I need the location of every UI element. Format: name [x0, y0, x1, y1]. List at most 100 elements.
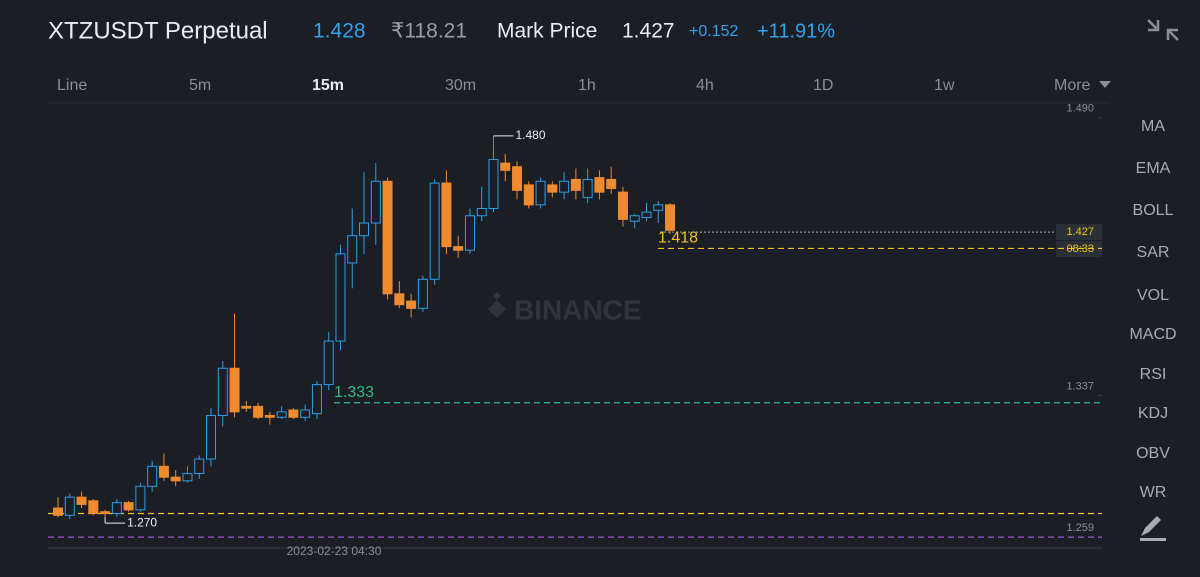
interval-tab[interactable]: More: [1054, 77, 1091, 94]
candle-body: [394, 293, 405, 306]
candle-body: [559, 180, 570, 193]
candle-body: [53, 507, 63, 516]
interval-tab[interactable]: 5m: [189, 77, 211, 94]
change: +0.152: [689, 23, 738, 40]
candle-body: [347, 235, 358, 264]
y-tick-label: 1.259: [1066, 522, 1094, 534]
low-marker-label: 1.270: [127, 515, 157, 529]
time-label: 2023-02-23 04:30: [287, 544, 382, 558]
candle-body: [135, 485, 146, 511]
interval-tab[interactable]: 1D: [813, 77, 833, 94]
candle-body: [206, 414, 217, 460]
draw-tool-icon[interactable]: [1140, 516, 1166, 541]
candle-body: [582, 178, 593, 199]
candle-body: [147, 465, 158, 487]
local-price: ₹118.21: [391, 20, 467, 43]
collapse-icon[interactable]: [1147, 19, 1179, 41]
timer-box: [1056, 241, 1102, 258]
candle-body: [629, 215, 640, 222]
candle-body: [476, 207, 487, 217]
indicator[interactable]: MA: [1141, 118, 1165, 135]
candle-body: [665, 204, 676, 231]
indicator[interactable]: MACD: [1129, 326, 1176, 343]
high-marker-label: 1.480: [515, 128, 545, 142]
price-box-label: 1.427: [1066, 226, 1094, 238]
candle-body: [88, 500, 99, 515]
candle-body: [335, 253, 346, 342]
candle-body: [182, 473, 193, 482]
candle-body: [382, 180, 393, 295]
chart: 1.4901.3371.2591.42708:331.4181.3331.480…: [48, 103, 1102, 558]
indicator[interactable]: RSI: [1140, 366, 1167, 383]
indicator[interactable]: EMA: [1136, 160, 1171, 177]
candle-body: [370, 180, 381, 224]
watermark: BINANCE: [488, 292, 642, 325]
candle-body: [594, 177, 605, 193]
dropdown-arrow[interactable]: [1099, 81, 1111, 88]
candle-body: [606, 178, 617, 190]
candle-body: [123, 502, 134, 511]
mark-label: Mark Price: [497, 20, 597, 43]
watermark-text: BINANCE: [514, 294, 642, 325]
candle-body: [429, 182, 440, 280]
price-line-label: 1.333: [334, 384, 374, 401]
indicator[interactable]: KDJ: [1138, 405, 1168, 422]
candle-body: [547, 184, 558, 193]
candle-body: [512, 166, 523, 191]
interval-tab[interactable]: 30m: [445, 77, 476, 94]
indicator[interactable]: WR: [1140, 484, 1167, 501]
candle-body: [64, 496, 75, 516]
candle-body: [323, 340, 334, 386]
symbol-title: XTZUSDT Perpetual: [48, 17, 268, 44]
candle-body: [488, 158, 499, 209]
candle-body: [288, 409, 299, 418]
candle-body: [653, 204, 664, 211]
candle-body: [158, 465, 169, 478]
interval-tab[interactable]: 1w: [934, 77, 955, 94]
candle-body: [359, 222, 370, 237]
candle-body: [417, 278, 428, 309]
candle-body: [100, 511, 111, 515]
candle-body: [535, 180, 546, 206]
candle-body: [276, 411, 287, 418]
interval-tab[interactable]: 1h: [578, 77, 596, 94]
candle-body: [441, 182, 452, 248]
interval-toolbar: Line 5m 15m 30m 1h 4h 1D 1w More: [57, 77, 1111, 94]
candle-body: [194, 458, 205, 475]
indicator[interactable]: SAR: [1137, 244, 1170, 261]
candle-body: [111, 502, 122, 515]
candle-body: [523, 184, 534, 206]
candle-body: [241, 405, 252, 409]
candle-body: [406, 300, 417, 309]
indicator[interactable]: VOL: [1137, 287, 1169, 304]
candle-body: [570, 178, 581, 191]
candle-body: [311, 384, 322, 415]
candle-body: [641, 211, 652, 219]
interval-tab[interactable]: 15m: [312, 77, 344, 94]
change-pct: +11.91%: [757, 20, 835, 42]
indicator-list: MA EMA BOLL SAR VOL MACD RSI KDJ OBV WR: [1129, 118, 1176, 501]
candle-body: [453, 246, 464, 251]
candle-body: [617, 191, 628, 220]
price-box: [1056, 224, 1102, 241]
candle-body: [300, 409, 311, 418]
indicator[interactable]: OBV: [1136, 445, 1170, 462]
candle-body: [253, 405, 264, 418]
y-tick-label: 1.337: [1066, 380, 1094, 392]
last-price: 1.428: [313, 20, 366, 43]
candle-body: [170, 476, 181, 482]
candle-body: [500, 162, 511, 171]
candle-body: [464, 215, 475, 251]
indicator[interactable]: BOLL: [1133, 202, 1174, 219]
y-tick-label: 1.490: [1066, 103, 1094, 115]
candle-body: [217, 367, 228, 416]
candle-body: [264, 414, 275, 418]
interval-tab[interactable]: 4h: [696, 77, 714, 94]
mark-price: 1.427: [622, 20, 675, 43]
candle-body: [76, 496, 87, 505]
interval-tab[interactable]: Line: [57, 77, 87, 94]
price-line-label: 1.418: [658, 230, 698, 247]
candle-body: [229, 367, 240, 413]
